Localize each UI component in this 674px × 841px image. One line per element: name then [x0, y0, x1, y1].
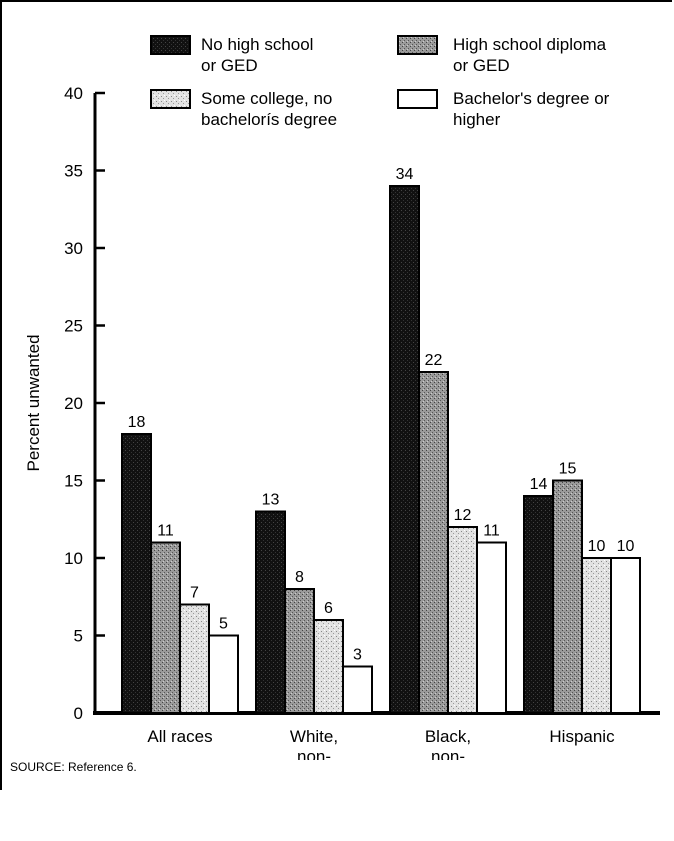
data-label: 8 [295, 569, 304, 586]
data-label: 6 [324, 600, 333, 617]
y-tick-label: 25 [64, 317, 83, 336]
x-category-label: non- [297, 747, 331, 760]
legend-label: or GED [453, 56, 510, 75]
data-label: 15 [559, 461, 577, 478]
y-tick-label: 15 [64, 472, 83, 491]
y-tick-label: 0 [74, 704, 83, 723]
legend-swatch [150, 89, 191, 109]
legend-label: Bachelor's degree or [453, 89, 610, 108]
bar [208, 634, 239, 714]
bar [179, 603, 210, 714]
data-label: 11 [157, 523, 174, 540]
y-axis-title: Percent unwanted [24, 334, 43, 471]
data-label: 12 [454, 507, 472, 524]
y-tick-label: 30 [64, 239, 83, 258]
bar [610, 557, 641, 714]
data-label: 22 [425, 352, 443, 369]
data-label: 7 [190, 585, 199, 602]
data-label: 14 [530, 476, 548, 493]
bar [121, 433, 152, 714]
y-tick-label: 5 [74, 627, 83, 646]
bar [342, 665, 373, 714]
data-label: 34 [396, 166, 414, 183]
bar [313, 619, 344, 714]
bar [476, 541, 507, 714]
x-category-label: non- [431, 747, 465, 760]
bars: 18 11 7 5 13 8 6 3 34 22 12 11 14 15 10 10 [121, 166, 641, 714]
legend-label: bachelorís degree [201, 110, 337, 129]
legend-label: No high school [201, 35, 313, 54]
y-tick-label: 10 [64, 549, 83, 568]
legend-label: higher [453, 110, 501, 129]
bar [150, 541, 181, 714]
data-label: 10 [617, 538, 635, 555]
x-category-label: White, [290, 727, 338, 746]
legend-swatch [397, 35, 438, 55]
source-note: SOURCE: Reference 6. [10, 760, 137, 774]
legend: No high school or GED High school diploma o… [150, 35, 610, 129]
data-label: 5 [219, 616, 228, 633]
bar [552, 479, 583, 714]
data-label: 18 [128, 414, 146, 431]
y-tick-label: 35 [64, 162, 83, 181]
legend-label: or GED [201, 56, 258, 75]
legend-swatch [150, 35, 191, 55]
bar [284, 588, 315, 714]
x-category-label: Hispanic [549, 727, 615, 746]
bar [418, 371, 449, 714]
legend-swatch [397, 89, 438, 109]
data-label: 11 [483, 523, 500, 540]
bar [255, 510, 286, 714]
bar [581, 557, 612, 714]
x-category-label: Black, [425, 727, 471, 746]
bar [523, 495, 554, 714]
y-tick-label: 20 [64, 394, 83, 413]
bar [389, 185, 420, 714]
legend-label: Some college, no [201, 89, 332, 108]
y-tick-label: 40 [64, 84, 83, 103]
data-label: 3 [353, 647, 362, 664]
x-category-label: All races [147, 727, 212, 746]
data-label: 13 [262, 492, 280, 509]
bar [447, 526, 478, 714]
data-label: 10 [588, 538, 606, 555]
figure-frame [0, 0, 672, 790]
legend-label: High school diploma [453, 35, 607, 54]
